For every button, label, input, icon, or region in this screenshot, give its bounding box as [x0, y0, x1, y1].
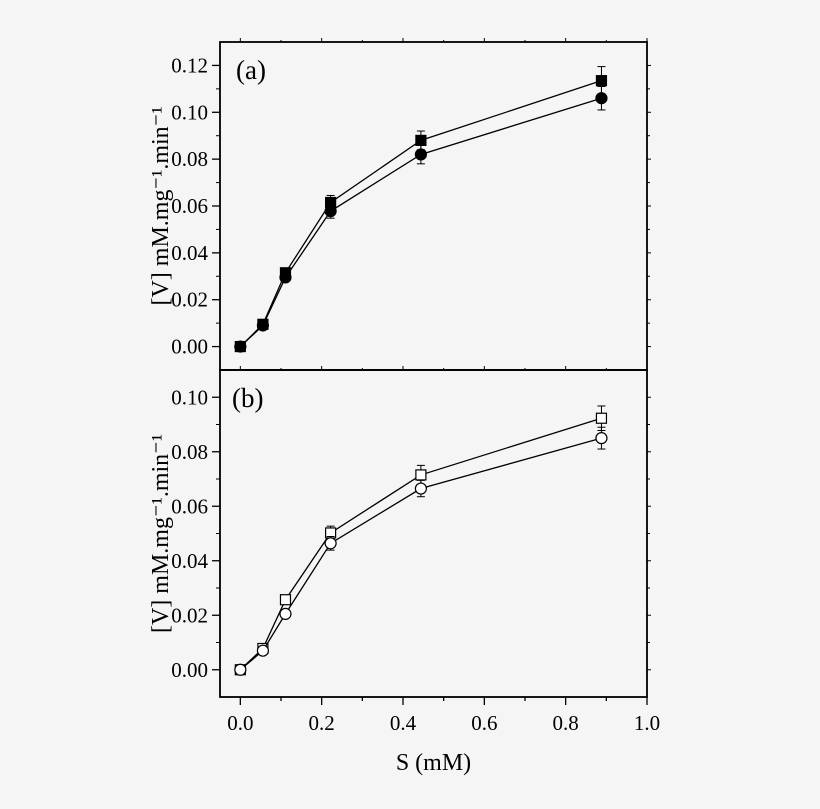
panel-a: 0.00 0.02 0.04 0.06 0.08 0.10 0.12 (a) [V] mM.mg… [148, 38, 651, 371]
y-tick-label: 0.06 [171, 194, 208, 218]
series-open-square [234, 405, 608, 676]
y-tick-label: 0.02 [171, 603, 208, 627]
panel-label: (b) [232, 383, 263, 413]
x-tick-label: 0.2 [309, 711, 335, 735]
x-tick-label: 0.0 [227, 711, 253, 735]
data-point-square [595, 75, 608, 87]
y-tick-label: 0.08 [171, 147, 208, 171]
data-point-circle [324, 537, 337, 550]
x-axis-label: S (mM) [396, 750, 471, 776]
data-point-square [595, 412, 608, 424]
y-tick-label: 0.08 [171, 440, 208, 464]
panel-b: 0.00 0.02 0.04 0.06 0.08 0.10 0.0 0.2 0.4 0.6 0.8 1… [148, 366, 660, 776]
data-point-circle [595, 432, 608, 445]
data-point-square [415, 134, 427, 146]
series-line [239, 80, 602, 348]
x-tick-label: 0.8 [553, 711, 579, 735]
x-tick-label: 1.0 [634, 711, 660, 735]
series-filled-circle [234, 86, 608, 353]
plot-frame [219, 41, 648, 371]
y-tick-label: 0.04 [171, 241, 208, 265]
data-point-circle [279, 271, 292, 284]
data-point-circle [324, 205, 337, 218]
data-point-circle [595, 92, 608, 105]
data-point-circle [414, 482, 427, 495]
data-point-circle [234, 663, 247, 676]
y-tick-label: 0.06 [171, 494, 208, 518]
y-tick-label: 0.12 [171, 53, 208, 77]
panel-label: (a) [236, 55, 266, 85]
y-tick-label: 0.02 [171, 288, 208, 312]
data-point-square [415, 469, 427, 481]
y-axis-label: [V] mM.mg⁻¹.min⁻¹ [148, 106, 174, 305]
y-tick-label: 0.10 [171, 385, 208, 409]
y-tick-label: 0.00 [171, 658, 208, 682]
data-point-circle [256, 319, 270, 332]
y-tick-label: 0.00 [171, 335, 208, 359]
data-point-circle [414, 148, 427, 161]
y-tick-label: 0.04 [171, 549, 208, 573]
data-point-circle [234, 340, 247, 353]
y-axis-label: [V] mM.mg⁻¹.min⁻¹ [148, 434, 174, 633]
series-open-circle [234, 426, 608, 676]
data-point-square [279, 594, 292, 606]
data-point-circle [279, 607, 292, 620]
series-line [239, 417, 602, 671]
series-filled-square [234, 66, 608, 353]
data-point-circle [256, 644, 270, 657]
x-tick-label: 0.4 [390, 711, 417, 735]
plot-frame [219, 369, 648, 698]
x-tick-label: 0.6 [471, 711, 497, 735]
y-tick-label: 0.10 [171, 100, 208, 124]
